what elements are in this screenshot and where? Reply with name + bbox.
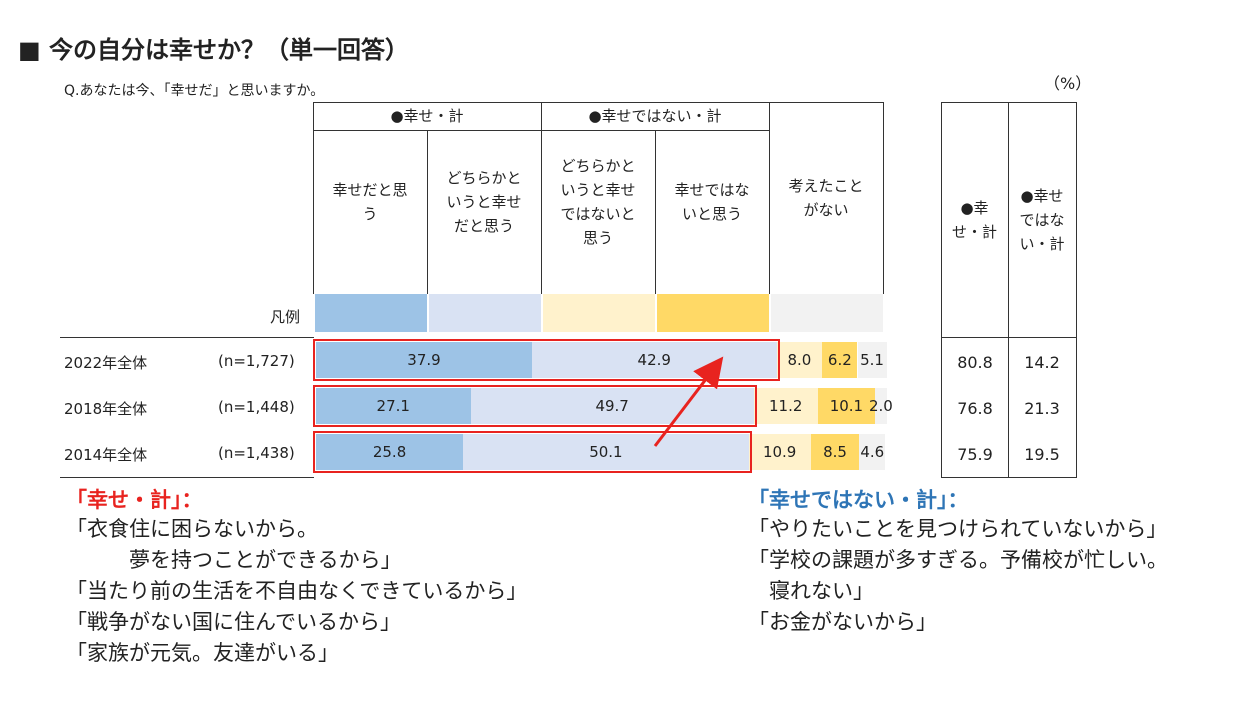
unit-label: （%） [1044, 74, 1092, 93]
legend-label: 凡例 [270, 308, 301, 326]
column-header-2: どちらかと いうと幸せ だと思う [446, 169, 522, 235]
happy-note-heading: 「幸せ・計」： [66, 488, 203, 512]
happy-note-line: 「衣食住に困らないから。 [66, 517, 318, 541]
total-happy-2014: 75.9 [957, 445, 993, 464]
sample-size-2014: (n=1,438) [218, 444, 295, 462]
legend-swatch-4 [657, 294, 769, 332]
legend-swatch-5 [771, 294, 883, 332]
legend-swatch-1 [315, 294, 427, 332]
question-text: Q.あなたは今、「幸せだ」と思いますか。 [64, 83, 325, 99]
page-title: ■ 今の自分は幸せか？（単一回答） [18, 36, 410, 64]
happy-note-line: 「家族が元気。友達がいる」 [66, 641, 339, 665]
row-bottom-line [60, 477, 314, 478]
row-label-2022: 2022年全体 [64, 354, 148, 372]
vline-1 [427, 130, 428, 294]
happy-note-line: 「当たり前の生活を不自由なくできているから」 [66, 579, 528, 603]
column-header-3: どちらかと いうと幸せ ではないと 思う [560, 157, 636, 247]
bar-segment-2018-somewhat-unhappy: 11.2 [753, 388, 818, 424]
group-header-unhappy: ●幸せではない・計 [588, 107, 722, 125]
row-label-2018: 2018年全体 [64, 400, 148, 418]
total-unhappy-2022: 14.2 [1024, 353, 1060, 372]
bar-segment-2014-unhappy: 8.5 [810, 434, 860, 470]
totals-mid-line [941, 337, 1077, 338]
bar-segment-2022-never-thought: 5.1 [857, 342, 887, 378]
bar-segment-2018-somewhat-happy: 49.7 [470, 388, 754, 424]
unhappy-note-line: 寝れない」 [748, 579, 874, 603]
group-header-happy: ●幸せ・計 [390, 107, 464, 125]
column-header-5: 考えたこと がない [788, 177, 864, 219]
row-top-line [60, 337, 314, 338]
vline-5 [883, 102, 884, 294]
total-unhappy-2014: 19.5 [1024, 445, 1060, 464]
bar-segment-2014-somewhat-unhappy: 10.9 [748, 434, 811, 470]
vline-4 [769, 102, 770, 294]
total-happy-2018: 76.8 [957, 399, 993, 418]
bar-segment-2022-somewhat-unhappy: 8.0 [776, 342, 823, 378]
sample-size-2022: (n=1,727) [218, 352, 295, 370]
legend-swatch-2 [429, 294, 541, 332]
column-header-4: 幸せではな いと思う [674, 181, 750, 223]
highlight-box-2018 [313, 385, 757, 427]
unhappy-note-list: 「やりたいことを見つけられていないから」 「学校の課題が多すぎる。予備校が忙しい… [748, 514, 1168, 638]
total-header-happy: ●幸 せ・計 [951, 198, 997, 241]
happy-note-line: 「戦争がない国に住んでいるから」 [66, 610, 401, 634]
unhappy-note-heading: 「幸せではない・計」： [748, 488, 969, 512]
unhappy-note-line: 「学校の課題が多すぎる。予備校が忙しい。 [748, 548, 1168, 572]
column-header-1: 幸せだと思 う [332, 181, 408, 223]
total-header-unhappy: ●幸せ ではな い・計 [1019, 186, 1065, 253]
bar-segment-2018-happy: 27.1 [316, 388, 471, 424]
sample-size-2018: (n=1,448) [218, 398, 295, 416]
totals-bottom-line [941, 477, 1077, 478]
bar-segment-2014-happy: 25.8 [316, 434, 464, 470]
total-happy-2022: 80.8 [957, 353, 993, 372]
bar-segment-2022-unhappy: 6.2 [822, 342, 858, 378]
happy-note-list: 「衣食住に困らないから。 夢を持つことができるから」 「当たり前の生活を不自由な… [66, 514, 527, 669]
bar-segment-2022-happy: 37.9 [316, 342, 532, 378]
happy-note-line: 夢を持つことができるから」 [66, 548, 402, 572]
totals-top-line [941, 102, 1077, 103]
bar-segment-2018-unhappy: 10.1 [817, 388, 876, 424]
vline-3 [655, 130, 656, 294]
total-unhappy-2018: 21.3 [1024, 399, 1060, 418]
unhappy-note-line: 「お金がないから」 [748, 610, 937, 634]
header-top-line [313, 102, 883, 103]
bar-segment-2014-never-thought: 4.6 [859, 434, 886, 470]
highlight-box-2014 [313, 431, 752, 473]
totals-vline-0 [941, 102, 942, 478]
bar-segment-2014-somewhat-happy: 50.1 [463, 434, 749, 470]
totals-vline-2 [1076, 102, 1077, 478]
row-label-2014: 2014年全体 [64, 446, 148, 464]
totals-vline-1 [1008, 102, 1009, 478]
unhappy-note-line: 「やりたいことを見つけられていないから」 [748, 517, 1168, 541]
bar-segment-2022-somewhat-happy: 42.9 [532, 342, 777, 378]
highlight-box-2022 [313, 339, 780, 381]
legend-swatch-3 [543, 294, 655, 332]
vline-2 [541, 102, 542, 294]
vline-0 [313, 102, 314, 294]
